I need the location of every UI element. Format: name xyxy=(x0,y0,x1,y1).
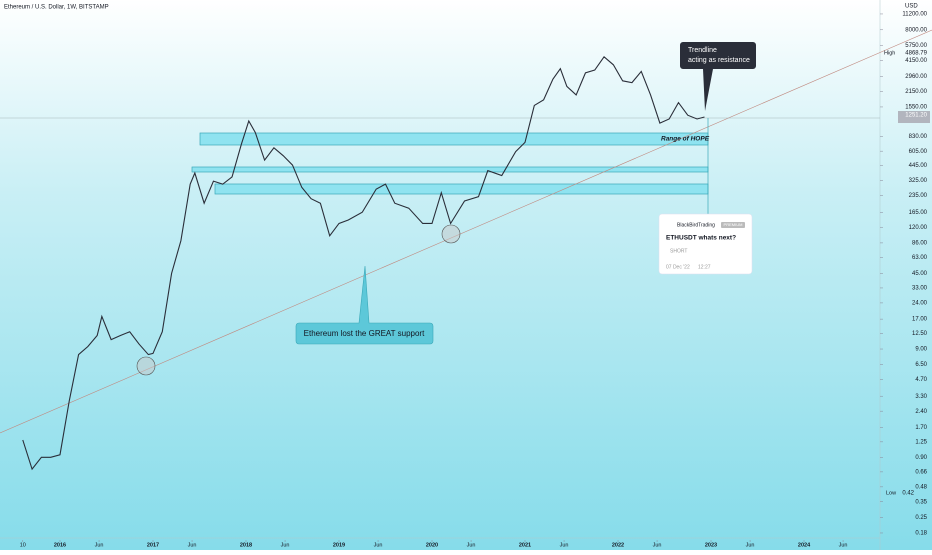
zone xyxy=(214,183,709,195)
x-tick-label: 2023 xyxy=(705,542,717,548)
last-price-label: 1251.20 xyxy=(905,113,927,119)
last-price-box xyxy=(898,111,930,124)
y-tick-label: 445.00 xyxy=(909,163,928,169)
y-tick-label: 33.00 xyxy=(912,286,928,292)
y-tick-label: 0.66 xyxy=(915,469,927,475)
x-tick-label: 2019 xyxy=(333,542,345,548)
y-tick-label: 325.00 xyxy=(909,178,928,184)
low-value: 0.42 xyxy=(902,491,914,497)
x-tick-label: Jun xyxy=(560,542,569,548)
y-tick-label: 86.00 xyxy=(912,240,928,246)
y-tick-label: 3.30 xyxy=(915,394,927,400)
x-tick-label: 10 xyxy=(20,542,26,548)
x-tick-label: 2024 xyxy=(798,542,811,548)
y-tick-label: 8000.00 xyxy=(905,27,927,33)
x-tick-label: Jun xyxy=(281,542,290,548)
highlight-circle xyxy=(136,356,156,376)
high-value: 4868.79 xyxy=(905,51,927,57)
y-tick-label: 24.00 xyxy=(912,300,928,306)
x-tick-label: 2022 xyxy=(612,542,624,548)
y-tick-label: 830.00 xyxy=(909,134,928,140)
idea-card[interactable] xyxy=(658,213,753,275)
callout xyxy=(680,42,756,111)
x-tick-label: Jun xyxy=(746,542,755,548)
y-tick-label: 63.00 xyxy=(912,255,928,261)
x-tick-label: Jun xyxy=(839,542,848,548)
y-tick-label: 605.00 xyxy=(909,149,928,155)
y-tick-label: 2150.00 xyxy=(905,89,927,95)
card-author: BlackBirdTrading xyxy=(677,222,715,228)
x-tick-label: 2021 xyxy=(519,542,531,548)
zone xyxy=(199,132,709,146)
y-tick-label: 9.00 xyxy=(915,347,927,353)
badge xyxy=(721,222,745,228)
axis-unit: USD xyxy=(905,4,918,10)
y-tick-label: 1550.00 xyxy=(905,105,927,111)
callout-text: Ethereum lost the GREAT support xyxy=(304,329,425,338)
y-tick-label: 0.35 xyxy=(915,499,927,505)
y-tick-label: 120.00 xyxy=(909,225,928,231)
callout-text: Trendline xyxy=(688,47,717,54)
trendline xyxy=(0,29,932,434)
y-tick-label: 235.00 xyxy=(909,193,928,199)
y-tick-label: 0.25 xyxy=(915,515,927,521)
y-tick-label: 17.00 xyxy=(912,317,928,323)
y-tick-label: 2960.00 xyxy=(905,74,927,80)
x-tick-label: Jun xyxy=(374,542,383,548)
callout xyxy=(295,265,434,345)
zone xyxy=(191,166,709,173)
y-tick-label: 2.40 xyxy=(915,409,927,415)
y-tick-label: 12.50 xyxy=(912,331,928,337)
y-tick-label: 4150.00 xyxy=(905,58,927,64)
x-tick-label: 2018 xyxy=(240,542,252,548)
y-tick-label: 6.50 xyxy=(915,362,927,368)
card-badge: PREMIUM xyxy=(724,222,743,227)
card-date: 07 Dec '22 xyxy=(666,264,690,270)
x-tick-label: 2016 xyxy=(54,542,66,548)
price-line xyxy=(22,56,705,471)
x-tick-label: Jun xyxy=(188,542,197,548)
y-tick-label: 165.00 xyxy=(909,210,928,216)
card-title: ETHUSDT whats next? xyxy=(666,235,736,242)
callout-text: acting as resistance xyxy=(688,57,750,64)
y-tick-label: 1.25 xyxy=(915,439,927,445)
chart-title: Ethereum / U.S. Dollar, 1W, BITSTAMP xyxy=(4,5,109,11)
y-tick-label: 1.70 xyxy=(915,425,927,431)
y-tick-label: 5750.00 xyxy=(905,43,927,49)
y-tick-label: 0.18 xyxy=(915,531,927,537)
plot xyxy=(22,56,705,471)
x-tick-label: Jun xyxy=(653,542,662,548)
y-tick-label: 4.70 xyxy=(915,377,927,383)
low-label: Low xyxy=(886,491,896,497)
y-tick-label: 11200.00 xyxy=(902,12,927,18)
y-tick-label: 0.90 xyxy=(915,455,927,461)
card-time: 12:27 xyxy=(698,264,711,270)
x-tick-label: Jun xyxy=(467,542,476,548)
y-tick-label: 45.00 xyxy=(912,271,928,277)
high-label: High xyxy=(884,51,895,57)
y-tick-label: 0.48 xyxy=(915,484,927,490)
highlight-circle xyxy=(441,224,461,244)
x-tick-label: 2017 xyxy=(147,542,159,548)
zone-label: Range of HOPE xyxy=(661,136,710,143)
x-tick-label: Jun xyxy=(95,542,104,548)
card-direction: SHORT xyxy=(670,248,687,254)
x-tick-label: 2020 xyxy=(426,542,438,548)
